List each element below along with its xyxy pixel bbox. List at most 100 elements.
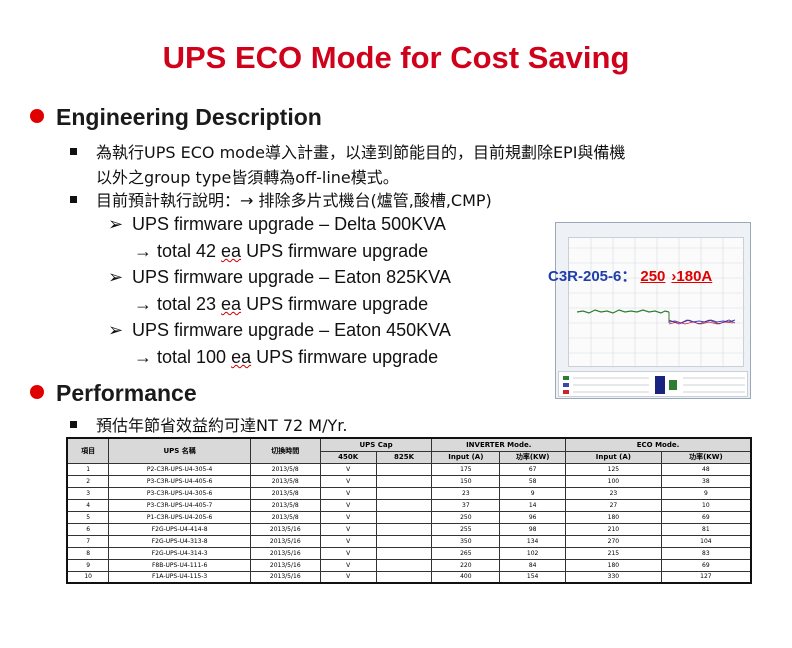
cell-no: 2 (66, 474, 110, 488)
cell-eco-input: 180 (565, 510, 662, 524)
chevron-right-icon: ➢ (108, 267, 124, 287)
cell-eco-input: 27 (565, 498, 662, 512)
cell-no: 3 (66, 486, 110, 500)
cell-name: P3-C3R-UPS-U4-405-7 (108, 498, 251, 512)
cell-eco-input: 330 (565, 570, 662, 584)
upgrade-total-1: → total 42 ea UPS firmware upgrade (134, 241, 428, 262)
cell-eco-power: 127 (660, 570, 752, 584)
table-row: 8 F2G-UPS-U4-314-3 2013/5/16 V 265 102 215 83 (66, 546, 752, 560)
cell-cap450: V (319, 462, 377, 476)
chevron-right-icon: ➢ (108, 214, 124, 234)
upgrade-item-2-text: UPS firmware upgrade – Eaton 825KVA (132, 267, 451, 287)
total-1-unit: ea (221, 241, 242, 261)
total-3-prefix: → total 100 (134, 347, 232, 367)
cell-name: P2-C3R-UPS-U4-305-4 (108, 462, 251, 476)
total-3-suffix: UPS firmware upgrade (251, 347, 439, 367)
cell-inv-power: 67 (499, 462, 567, 476)
cell-inv-power: 102 (499, 546, 567, 560)
cell-inv-power: 96 (499, 510, 567, 524)
cell-cap825 (375, 558, 433, 572)
cell-eco-power: 38 (660, 474, 752, 488)
chart-annotation-id: C3R-205-6： (548, 268, 637, 285)
cell-eco-power: 81 (660, 522, 752, 536)
table-row: 10 F1A-UPS-U4-115-3 2013/5/16 V 400 154 330 127 (66, 570, 752, 584)
cell-cap450: V (319, 534, 377, 548)
header-cap: UPS Cap (319, 437, 433, 452)
total-1-prefix: → total 42 (134, 241, 222, 261)
chart-legend-graphic (563, 376, 745, 394)
header-inverter-input: Input (A) (431, 450, 501, 464)
cell-inv-power: 9 (499, 486, 567, 500)
cell-inv-input: 255 (431, 522, 501, 536)
cell-date: 2013/5/8 (249, 486, 321, 500)
table-row: 1 P2-C3R-UPS-U4-305-4 2013/5/8 V 175 67 125 48 (66, 462, 752, 476)
table-row: 6 F2G-UPS-U4-414-8 2013/5/16 V 255 98 210 81 (66, 522, 752, 536)
slide-title: UPS ECO Mode for Cost Saving (162, 40, 630, 75)
cell-cap450: V (319, 546, 377, 560)
cell-cap825 (375, 570, 433, 584)
cell-inv-input: 175 (431, 462, 501, 476)
cell-cap450: V (319, 498, 377, 512)
total-2-prefix: → total 23 (134, 294, 222, 314)
cell-name: F1A-UPS-U4-115-3 (108, 570, 251, 584)
cell-eco-power: 10 (660, 498, 752, 512)
header-inverter-power: 功率(KW) (499, 450, 567, 464)
table-row: 7 F2G-UPS-U4-313-8 2013/5/16 V 350 134 270 104 (66, 534, 752, 548)
cell-date: 2013/5/16 (249, 558, 321, 572)
engineering-heading-text: Engineering Description (56, 104, 322, 130)
header-eco-input: Input (A) (565, 450, 662, 464)
cell-inv-power: 154 (499, 570, 567, 584)
cell-cap825 (375, 462, 433, 476)
cell-date: 2013/5/16 (249, 570, 321, 584)
cell-inv-input: 265 (431, 546, 501, 560)
header-date: 切換時間 (249, 437, 321, 464)
cell-eco-input: 215 (565, 546, 662, 560)
table-row: 5 P1-C3R-UPS-U4-205-6 2013/5/8 V 250 96 180 69 (66, 510, 752, 524)
table-row: 3 P3-C3R-UPS-U4-305-6 2013/5/8 V 23 9 23 9 (66, 486, 752, 500)
header-no: 項目 (66, 437, 110, 464)
performance-table: 項目 UPS 名稱 切換時間 UPS Cap INVERTER Mode. EC… (66, 437, 752, 584)
red-bullet-icon (30, 385, 44, 399)
header-inverter: INVERTER Mode. (431, 437, 567, 452)
header-cap-450: 450K (319, 450, 377, 464)
upgrade-total-3: → total 100 ea UPS firmware upgrade (134, 347, 438, 368)
cell-no: 9 (66, 558, 110, 572)
cell-eco-power: 69 (660, 558, 752, 572)
performance-heading: Performance (30, 380, 197, 407)
cell-eco-input: 180 (565, 558, 662, 572)
chart-annotation-after: ›180A (671, 268, 713, 285)
cell-name: F2G-UPS-U4-313-8 (108, 534, 251, 548)
cell-no: 5 (66, 510, 110, 524)
cell-cap825 (375, 498, 433, 512)
chart-annotation: C3R-205-6： 250 ›180A (548, 265, 712, 286)
cell-no: 1 (66, 462, 110, 476)
upgrade-item-1: ➢ UPS firmware upgrade – Delta 500KVA (108, 214, 446, 235)
table-row: 2 P3-C3R-UPS-U4-405-6 2013/5/8 V 150 58 100 38 (66, 474, 752, 488)
chart-graphic (569, 238, 745, 368)
cell-eco-power: 104 (660, 534, 752, 548)
total-2-suffix: UPS firmware upgrade (241, 294, 429, 314)
cell-cap825 (375, 546, 433, 560)
current-trend-chart-image (555, 222, 751, 399)
cell-eco-input: 210 (565, 522, 662, 536)
total-3-unit: ea (231, 347, 252, 367)
table-row: 4 P3-C3R-UPS-U4-405-7 2013/5/8 V 37 14 27 10 (66, 498, 752, 512)
upgrade-total-2: → total 23 ea UPS firmware upgrade (134, 294, 428, 315)
cell-eco-power: 69 (660, 510, 752, 524)
cell-date: 2013/5/8 (249, 462, 321, 476)
red-bullet-icon (30, 109, 44, 123)
cell-inv-power: 84 (499, 558, 567, 572)
cell-cap825 (375, 534, 433, 548)
cell-inv-power: 58 (499, 474, 567, 488)
performance-bullet: 預估年節省效益約可達NT 72 M/Yr. (96, 416, 348, 435)
cell-name: F2G-UPS-U4-414-8 (108, 522, 251, 536)
cell-cap825 (375, 486, 433, 500)
square-bullet-icon (70, 196, 77, 203)
cell-date: 2013/5/16 (249, 522, 321, 536)
header-eco-power: 功率(KW) (660, 450, 752, 464)
cell-cap450: V (319, 510, 377, 524)
cell-date: 2013/5/16 (249, 546, 321, 560)
cell-cap825 (375, 510, 433, 524)
cell-eco-input: 125 (565, 462, 662, 476)
cell-eco-power: 48 (660, 462, 752, 476)
